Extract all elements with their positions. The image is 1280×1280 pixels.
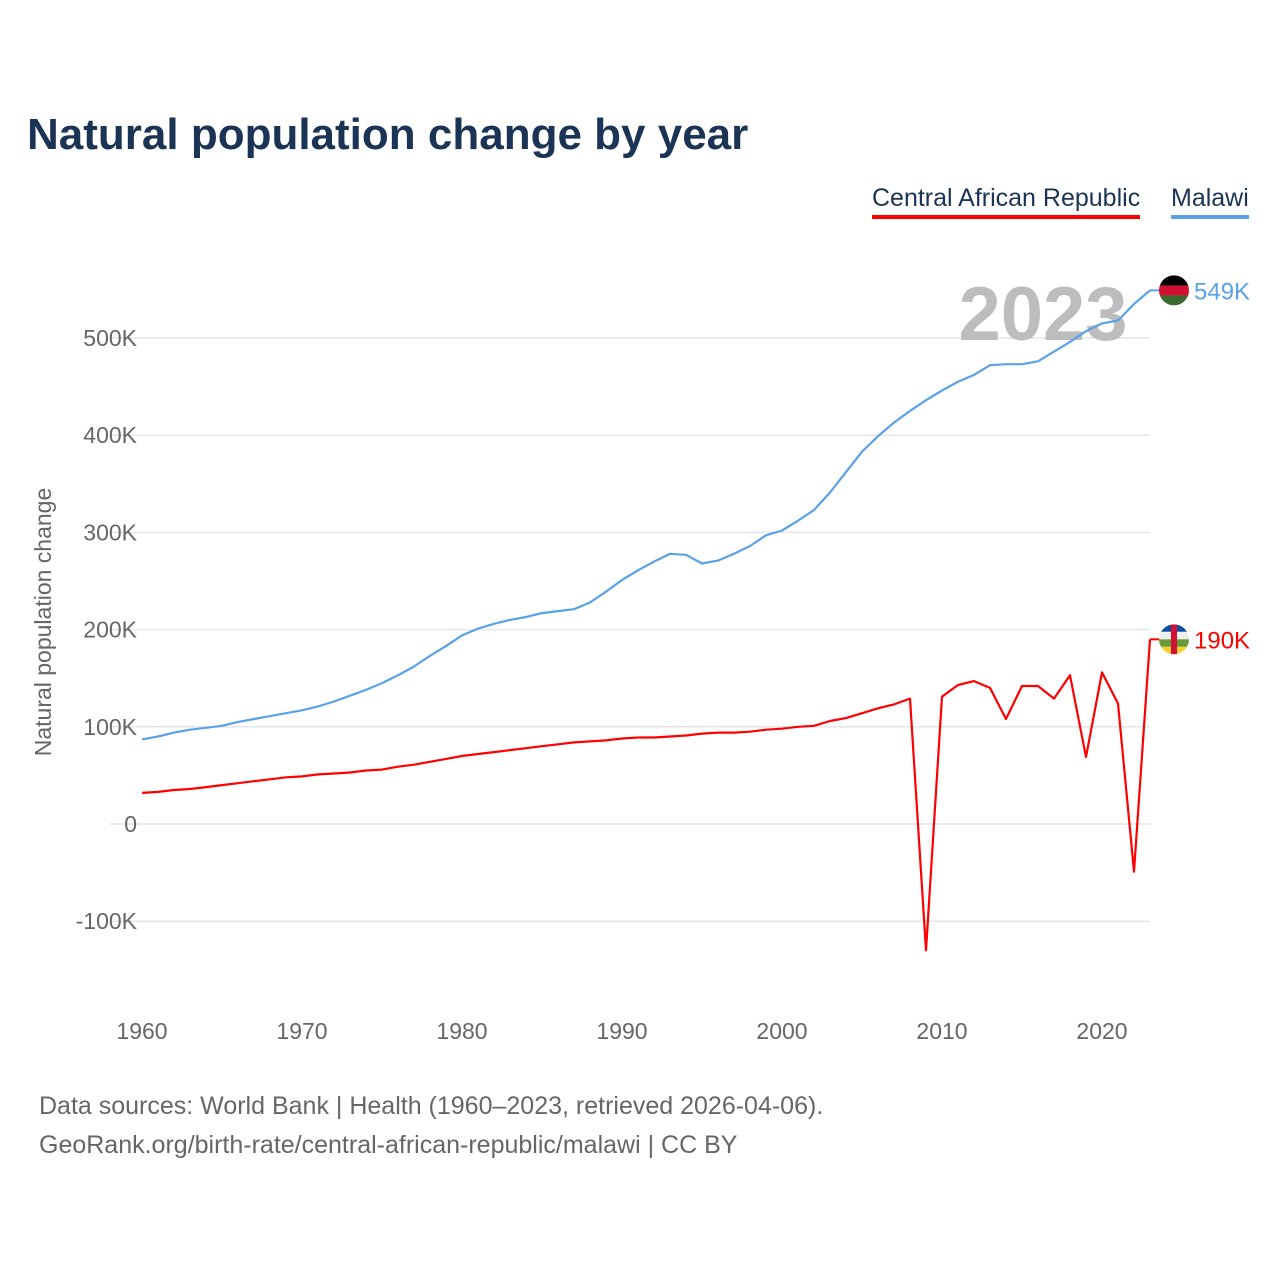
legend-item-central-african-republic[interactable]: Central African Republic [872,184,1141,219]
y-tick-label: 400K [83,422,137,448]
y-tick-label: -100K [76,908,138,934]
footer: Data sources: World Bank | Health (1960–… [39,1087,823,1165]
x-tick-label: 1980 [436,1018,487,1044]
year-overlay: 2023 [958,272,1127,357]
y-tick-label: 200K [83,617,137,643]
series-line-central-african-republic [141,639,1152,952]
y-axis-label: Natural population change [30,488,56,757]
malawi-flag-icon [1159,275,1189,306]
y-tick-label: 100K [83,714,137,740]
y-tick-label: 0 [124,811,137,837]
x-tick-label: 1960 [116,1018,167,1044]
central-african-republic-flag-icon [1159,624,1189,655]
x-tick-label: 1970 [276,1018,327,1044]
y-tick-label: 500K [83,325,137,351]
x-tick-label: 1990 [596,1018,647,1044]
source-url-text: GeoRank.org/birth-rate/central-african-r… [39,1131,738,1159]
x-tick-label: 2020 [1076,1018,1127,1044]
x-tick-label: 2000 [756,1018,807,1044]
end-value-label: 190K [1194,627,1250,654]
end-value-label: 549K [1194,278,1250,305]
y-tick-label: 300K [83,519,137,545]
x-tick-label: 2010 [916,1018,967,1044]
series-line-malawi [141,289,1151,741]
chart-title: Natural population change by year [27,110,749,159]
data-source-text: Data sources: World Bank | Health (1960–… [39,1092,824,1120]
legend-item-malawi[interactable]: Malawi [1171,184,1249,219]
